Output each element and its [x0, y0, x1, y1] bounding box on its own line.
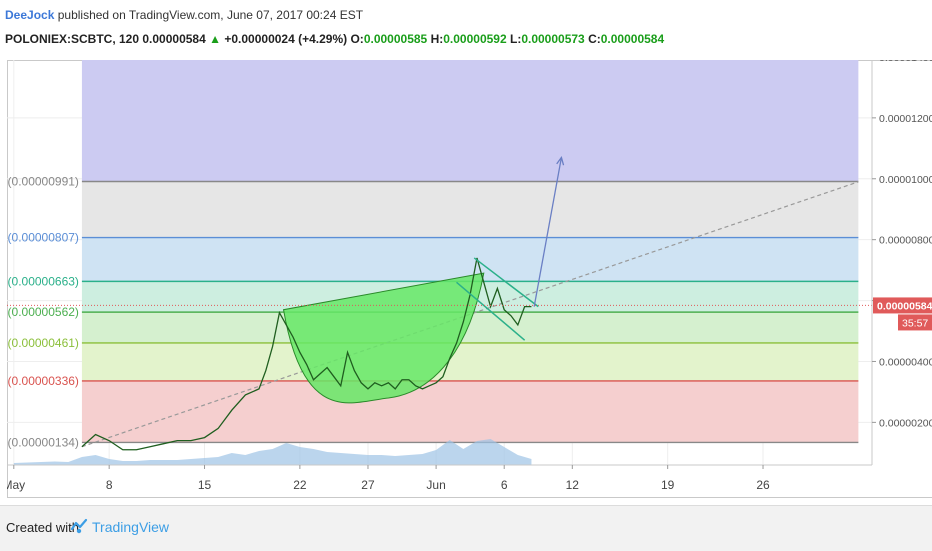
price-line — [81, 257, 532, 451]
low-value: 0.00000573 — [521, 32, 585, 46]
fib-zone — [81, 342, 859, 381]
flag-lower-line — [456, 281, 526, 341]
volume-area — [13, 439, 532, 465]
published-text: published on TradingView.com, June 07, 2… — [57, 8, 364, 22]
projection-arrow — [533, 157, 563, 307]
open-value: 0.00000585 — [363, 32, 428, 46]
footer-bar: Created with TradingView — [0, 505, 932, 551]
tradingview-brand[interactable]: TradingView — [92, 519, 170, 535]
price-chart[interactable]: 1(0.00000991) 0.786(0.00000807) 0.618(0.00… — [7, 60, 932, 498]
arrow-head-icon — [556, 155, 565, 166]
fib-level-label: 0(0.00000134) — [7, 435, 79, 449]
trendline — [81, 181, 859, 448]
fib-level-label: 0.786(0.00000807) — [7, 231, 79, 245]
y-tick-label: 0.00001200 — [879, 113, 932, 125]
flag-upper-line — [473, 257, 539, 308]
fib-level-label: 0.5(0.00000562) — [7, 305, 79, 319]
fib-level-label: 0.236(0.00000336) — [7, 374, 79, 388]
created-with-text: Created with — [6, 520, 79, 535]
x-tick-label: Jun — [426, 478, 445, 492]
x-tick-label: 27 — [361, 478, 375, 492]
high-label: H: — [430, 32, 444, 46]
publication-line: DeeJock published on TradingView.com, Ju… — [5, 8, 363, 22]
fib-zone — [81, 380, 859, 443]
fib-level-label: 0.618(0.00000663) — [7, 274, 79, 288]
author-name[interactable]: DeeJock — [5, 8, 55, 22]
price-tag — [873, 297, 932, 314]
fib-level-label: 0.382(0.00000461) — [7, 336, 79, 350]
high-value: 0.00000592 — [443, 32, 507, 46]
price-change: +0.00000024 (+4.29%) — [224, 32, 348, 46]
tradingview-logo-icon[interactable] — [70, 517, 88, 535]
up-triangle-icon: ▲ — [209, 32, 222, 46]
ohlc-legend: POLONIEX:SCBTC, 120 0.00000584 ▲ +0.0000… — [5, 32, 664, 46]
countdown-label: 35:57 — [902, 317, 928, 329]
close-value: 0.00000584 — [600, 32, 665, 46]
x-tick-label: 12 — [566, 478, 580, 492]
y-tick-label: 0.00000800 — [879, 235, 932, 247]
open-label: O: — [350, 32, 364, 46]
last-price: 0.00000584 — [142, 32, 206, 46]
x-tick-label: 26 — [756, 478, 770, 492]
low-label: L: — [509, 32, 522, 46]
x-tick-label: 22 — [293, 478, 307, 492]
close-label: C: — [588, 32, 601, 46]
y-tick-label: 0.00000200 — [879, 417, 932, 429]
countdown-tag — [898, 314, 932, 331]
fib-zone — [81, 237, 859, 282]
symbol-label: POLONIEX:SCBTC, 120 — [5, 32, 140, 46]
fib-top-zone — [81, 60, 859, 182]
x-tick-label: 6 — [501, 478, 508, 492]
fib-zone — [81, 181, 859, 238]
plot-area — [7, 60, 872, 465]
y-tick-label: 0.00001000 — [879, 174, 932, 186]
y-tick-label: 0.00000400 — [879, 356, 932, 368]
fib-level-label: 1(0.00000991) — [7, 175, 79, 189]
y-tick-label: 0.00001400 — [879, 60, 932, 64]
x-tick-label: May — [7, 478, 25, 492]
x-tick-label: 15 — [198, 478, 212, 492]
price-tag-label: 0.00000584 — [877, 300, 932, 312]
x-tick-label: 8 — [106, 478, 113, 492]
chart-header: DeeJock published on TradingView.com, Ju… — [0, 0, 932, 55]
x-tick-label: 19 — [661, 478, 675, 492]
